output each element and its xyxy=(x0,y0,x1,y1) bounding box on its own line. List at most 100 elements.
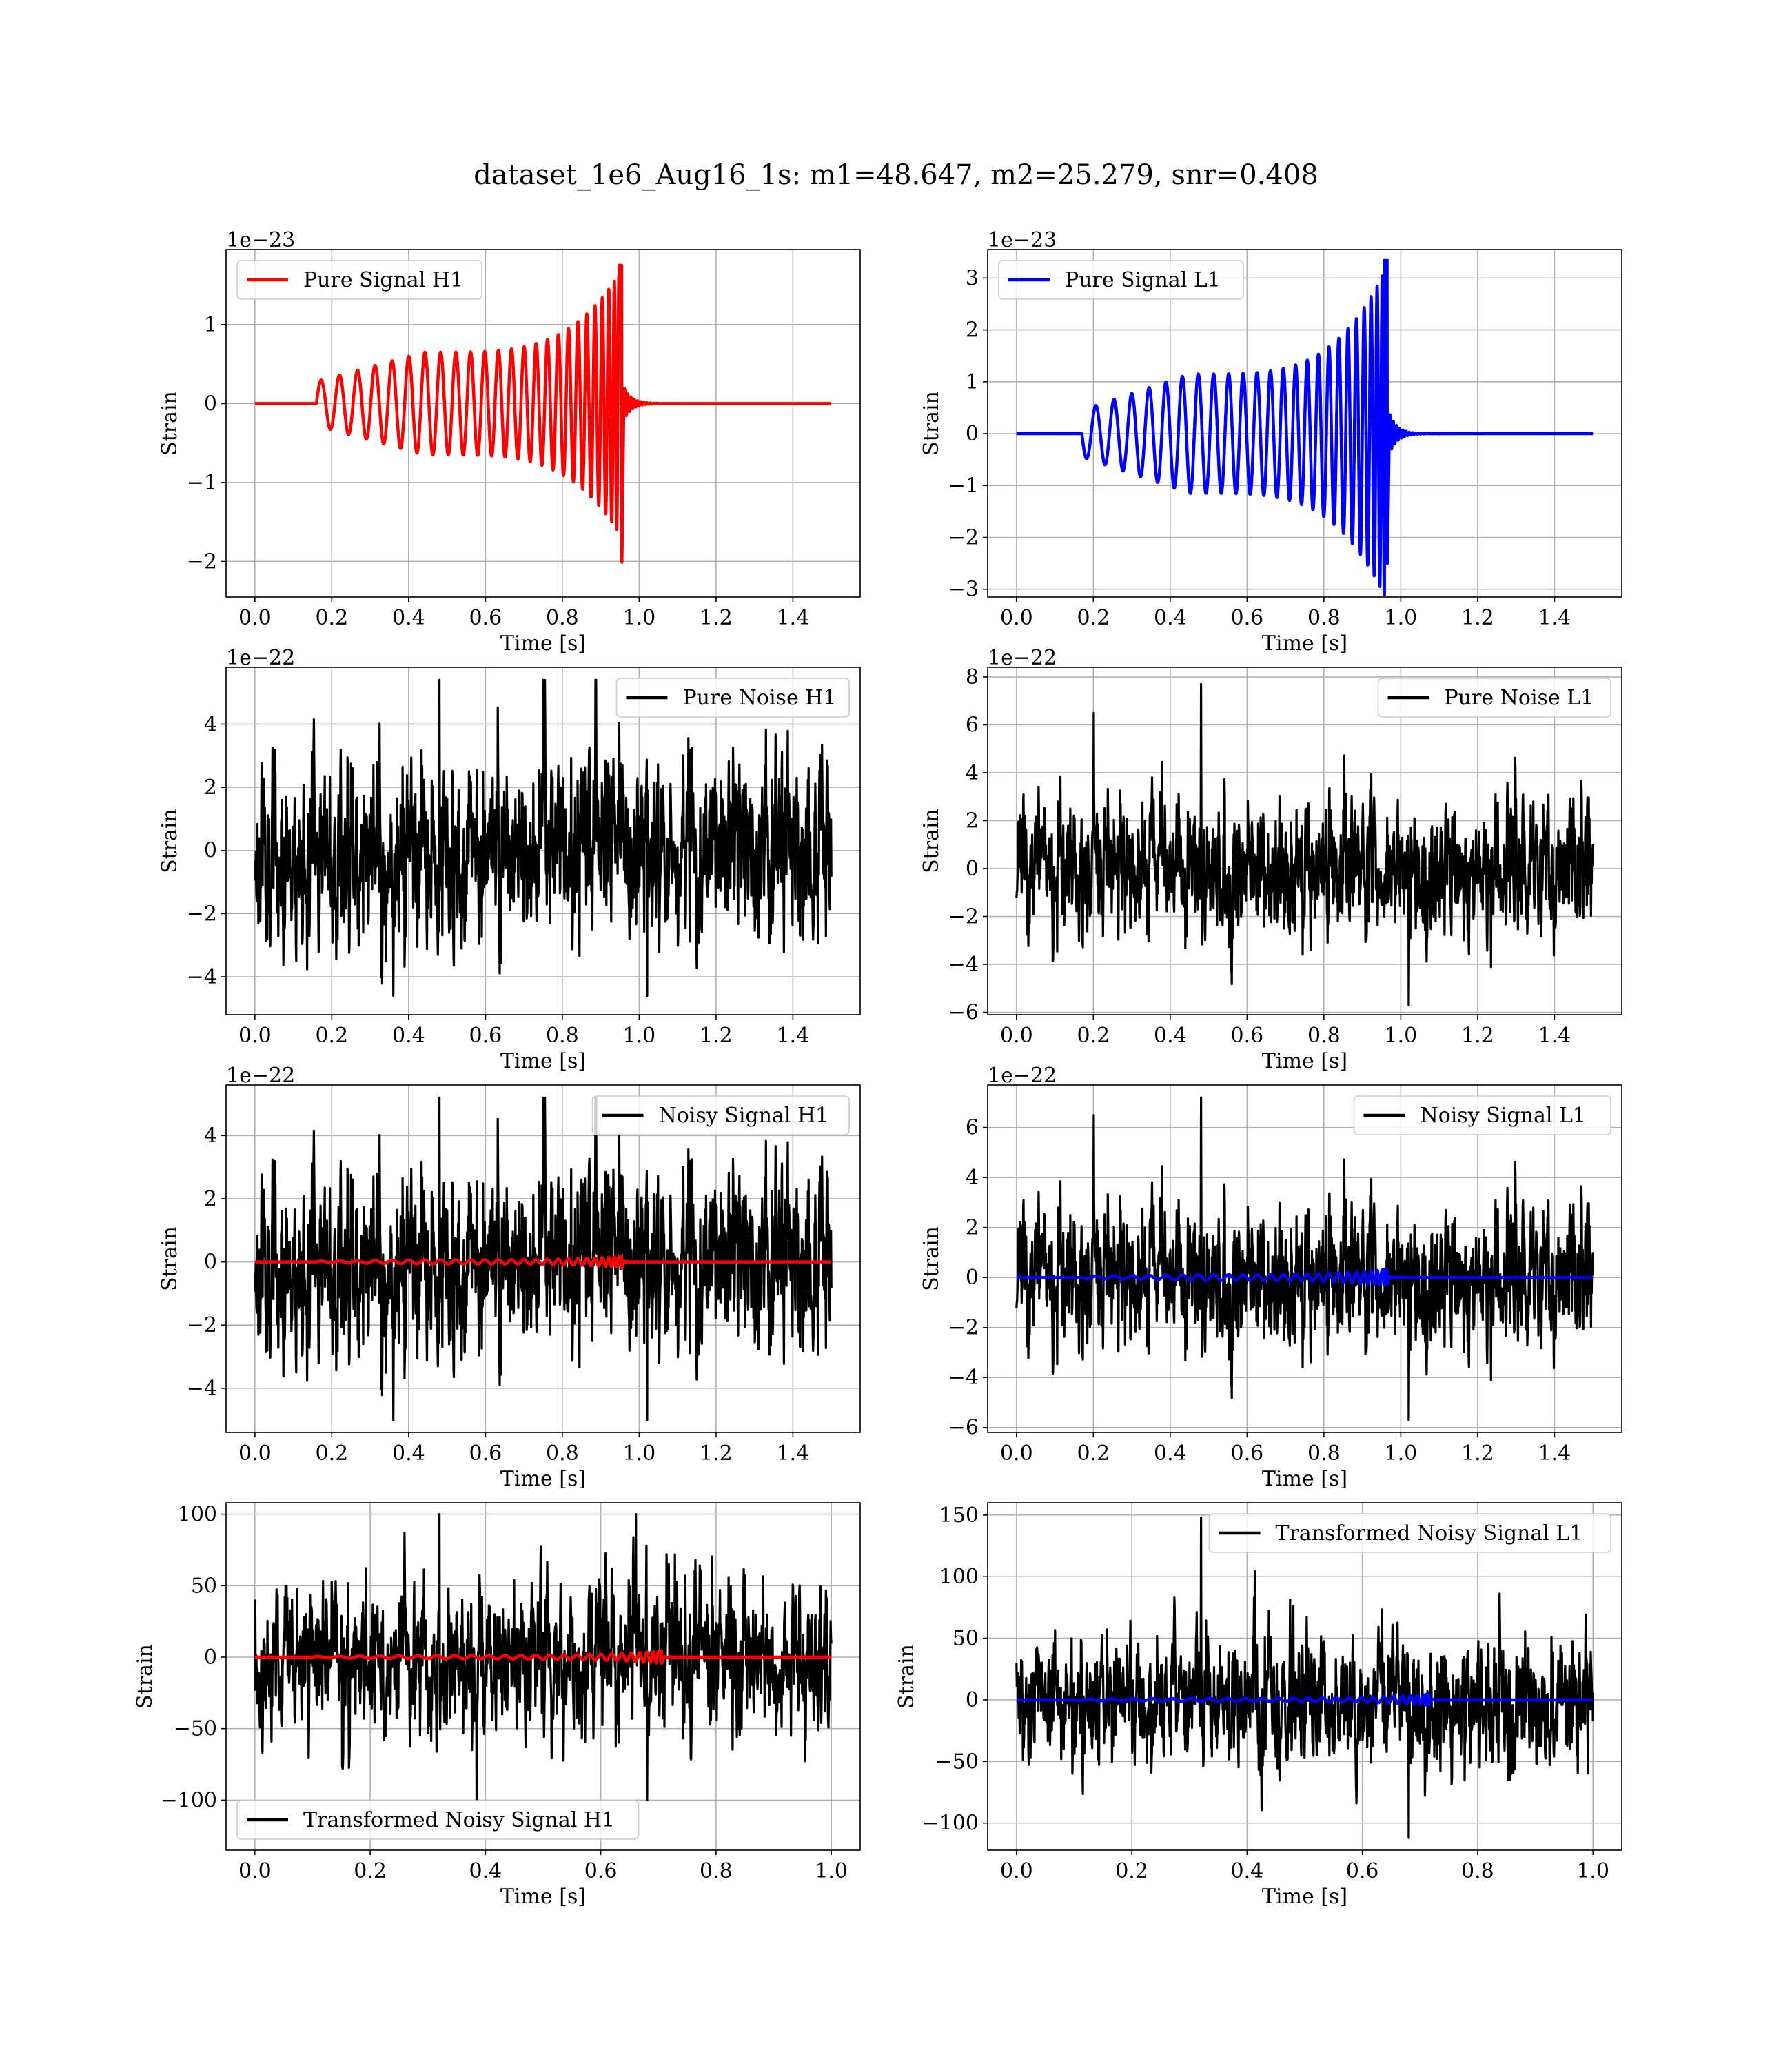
series-line-0 xyxy=(254,678,833,997)
x-tick-label: 0.2 xyxy=(315,606,348,630)
subplot-noisy-signal-h1: 0.0 0.2 0.4 0.6 0.8 1.0 1.2 1.4 −4 −2 0 2 4 Time [s] S… xyxy=(158,1064,861,1491)
legend: Pure Signal L1 xyxy=(998,260,1244,300)
y-tick-label: 0 xyxy=(966,1688,979,1712)
legend: Pure Noise L1 xyxy=(1377,678,1611,718)
y-tick-label: 4 xyxy=(966,761,979,785)
x-tick-label: 0.8 xyxy=(546,1441,579,1466)
x-tick-label: 0.0 xyxy=(238,606,272,630)
x-axis-label: Time [s] xyxy=(500,631,586,656)
y-axis-label: Strain xyxy=(158,391,182,456)
legend: Pure Noise H1 xyxy=(615,678,850,718)
legend-label: Noisy Signal L1 xyxy=(1421,1104,1586,1128)
y-axis-label: Strain xyxy=(158,1226,182,1291)
y-tick-label: 2 xyxy=(966,809,979,833)
legend-frame xyxy=(615,678,850,718)
series-group xyxy=(254,678,833,997)
y-tick-label: 8 xyxy=(966,665,979,689)
legend-frame xyxy=(1353,1095,1611,1135)
axes-frame xyxy=(987,249,1622,598)
x-tick-label: 0.2 xyxy=(354,1859,387,1883)
x-axis-label: Time [s] xyxy=(1262,631,1347,656)
x-tick-label: 0.6 xyxy=(1231,1441,1264,1466)
y-tick-label: 0 xyxy=(966,422,979,446)
legend: Transformed Noisy Signal L1 xyxy=(1208,1513,1611,1553)
x-tick-label: 1.2 xyxy=(700,606,733,630)
subplot-transformed-noisy-signal-h1: 0.0 0.2 0.4 0.6 0.8 1.0 −100 −50 0 50 100 Time [s] S… xyxy=(133,1502,861,1909)
x-tick-label: 1.2 xyxy=(700,1441,733,1466)
ticks xyxy=(221,723,794,1020)
subplot-grid: 0.0 0.2 0.4 0.6 0.8 1.0 1.2 1.4 −2 −1 0 1 Time [s] St… xyxy=(133,228,1622,1909)
x-tick-label: 0.8 xyxy=(1461,1859,1494,1883)
x-tick-label: 0.2 xyxy=(1077,606,1110,630)
ticks xyxy=(221,324,794,602)
x-tick-label: 1.0 xyxy=(1385,606,1418,630)
y-tick-label: −6 xyxy=(948,1001,979,1025)
ticks xyxy=(983,1514,1594,1855)
series-group xyxy=(1015,258,1595,596)
x-tick-label: 1.2 xyxy=(1461,606,1494,630)
y-tick-label: 4 xyxy=(204,712,217,736)
legend-label: Pure Signal H1 xyxy=(303,268,463,292)
x-tick-label: 0.0 xyxy=(1000,1859,1033,1883)
y-axis-label: Strain xyxy=(919,1226,944,1291)
x-tick-label: 0.4 xyxy=(1154,1441,1187,1466)
y-tick-label: 2 xyxy=(204,1187,217,1211)
legend: Noisy Signal L1 xyxy=(1353,1095,1611,1135)
y-tick-label: 6 xyxy=(966,713,979,737)
x-tick-label: 1.4 xyxy=(1538,606,1571,630)
axes-frame xyxy=(225,1084,861,1433)
y-tick-label: −2 xyxy=(187,549,217,574)
x-axis-label: Time [s] xyxy=(500,1885,586,1909)
y-tick-label: −3 xyxy=(948,578,979,602)
y-tick-label: 1 xyxy=(966,370,979,394)
x-tick-label: 1.0 xyxy=(623,1441,656,1466)
x-tick-label: 1.0 xyxy=(1576,1859,1609,1883)
y-tick-label: 0 xyxy=(204,1250,217,1275)
legend: Transformed Noisy Signal H1 xyxy=(236,1800,640,1840)
y-tick-label: 0 xyxy=(966,1266,979,1290)
series-line-1 xyxy=(253,1649,833,1665)
subplot-noisy-signal-l1: 0.0 0.2 0.4 0.6 0.8 1.0 1.2 1.4 −6 −4 −2 0 2 4 6 Time [… xyxy=(919,1064,1622,1491)
ticks xyxy=(983,1126,1556,1437)
subplot-pure-noise-h1: 0.0 0.2 0.4 0.6 0.8 1.0 1.2 1.4 −4 −2 0 2 4 Time [s] S… xyxy=(158,646,861,1073)
y-tick-label: −50 xyxy=(174,1717,217,1741)
x-axis-label: Time [s] xyxy=(1262,1049,1347,1073)
x-tick-label: 1.4 xyxy=(777,1441,810,1466)
y-tick-label: −50 xyxy=(935,1750,979,1774)
y-tick-label: 0 xyxy=(204,392,217,416)
series-line-0 xyxy=(1015,258,1595,596)
x-axis-label: Time [s] xyxy=(500,1049,586,1073)
series-line-0 xyxy=(254,1096,833,1421)
y-tick-label: 2 xyxy=(204,776,217,800)
y-tick-label: −1 xyxy=(187,471,217,495)
subplot-pure-signal-h1: 0.0 0.2 0.4 0.6 0.8 1.0 1.2 1.4 −2 −1 0 1 Time [s] St… xyxy=(158,228,861,656)
y-axis-label: Strain xyxy=(158,809,182,873)
x-tick-label: 0.0 xyxy=(1000,606,1033,630)
x-tick-label: 1.4 xyxy=(777,1024,810,1048)
x-tick-label: 1.4 xyxy=(1538,1024,1571,1048)
x-tick-label: 0.8 xyxy=(1307,1024,1341,1048)
y-tick-label: 50 xyxy=(191,1574,217,1598)
subplot-pure-noise-l1: 0.0 0.2 0.4 0.6 0.8 1.0 1.2 1.4 −6 −4 −2 0 2 4 6 8 Time … xyxy=(919,646,1622,1073)
y-tick-label: 0 xyxy=(204,1645,217,1670)
axis-offset-text: 1e−22 xyxy=(988,646,1057,670)
x-tick-label: 0.0 xyxy=(1000,1024,1033,1048)
legend-frame xyxy=(1208,1513,1611,1553)
y-tick-label: −2 xyxy=(187,1313,217,1337)
axis-offset-text: 1e−22 xyxy=(988,1064,1057,1088)
x-tick-label: 0.0 xyxy=(1000,1441,1033,1466)
y-tick-label: 1 xyxy=(204,313,217,337)
legend-frame xyxy=(236,260,482,300)
series-line-0 xyxy=(254,1513,833,1801)
series-line-1 xyxy=(1015,1692,1595,1707)
x-tick-label: 1.0 xyxy=(1385,1441,1418,1466)
ticks xyxy=(221,1513,832,1855)
axis-offset-text: 1e−23 xyxy=(226,228,295,252)
subplot-pure-signal-l1: 0.0 0.2 0.4 0.6 0.8 1.0 1.2 1.4 −3 −2 −1 0 1 2 3 Time [… xyxy=(919,228,1622,656)
y-tick-label: 4 xyxy=(966,1166,979,1190)
x-axis-label: Time [s] xyxy=(500,1467,586,1491)
x-tick-label: 0.2 xyxy=(1115,1859,1148,1883)
legend-frame xyxy=(591,1095,850,1135)
y-tick-label: −100 xyxy=(161,1788,217,1812)
